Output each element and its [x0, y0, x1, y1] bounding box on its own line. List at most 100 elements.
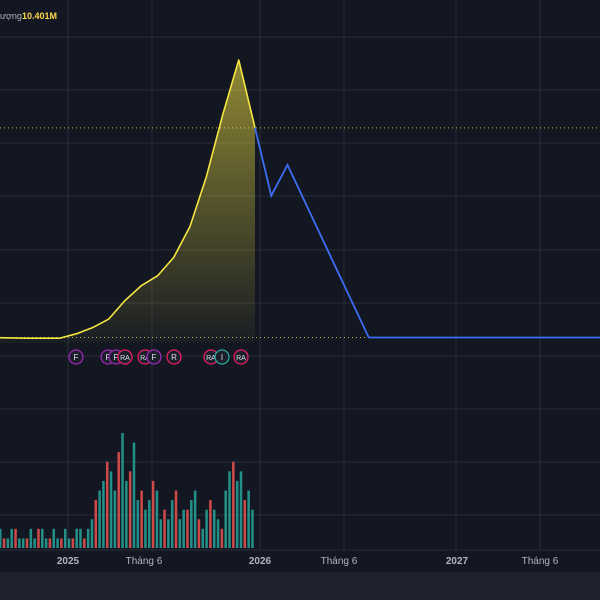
volume-bar	[220, 528, 224, 548]
volume-bar	[18, 538, 21, 548]
volume-bar	[155, 490, 159, 548]
volume-bar	[174, 490, 178, 548]
volume-bar	[136, 500, 140, 548]
volume-bar	[186, 509, 189, 548]
volume-bar	[235, 480, 239, 548]
event-marker-label: F	[106, 353, 111, 362]
reference-lines	[0, 127, 600, 339]
volume-bar	[86, 528, 90, 548]
volume-bar	[205, 509, 208, 548]
volume-bar	[121, 433, 124, 548]
volume-legend: ượng10.401M	[0, 11, 57, 21]
volume-bar	[37, 528, 40, 548]
x-tick-label: 2025	[57, 556, 80, 567]
volume-bar	[79, 528, 82, 548]
volume-bar	[251, 509, 254, 548]
price-line	[0, 59, 256, 339]
volume-bar	[25, 538, 29, 548]
volume-bar	[151, 480, 155, 548]
x-tick-label: 2027	[446, 556, 469, 567]
event-marker-label: F	[152, 353, 157, 362]
event-marker	[166, 349, 182, 365]
volume-bar	[90, 519, 94, 548]
volume-bar	[98, 490, 101, 548]
volume-bar	[14, 528, 17, 548]
event-marker	[214, 349, 230, 365]
volume-bar	[44, 538, 48, 548]
event-marker-label: RA	[206, 355, 216, 362]
time-scrollbar[interactable]	[0, 572, 600, 600]
event-marker-label: RA	[236, 355, 246, 362]
volume-bar	[21, 538, 25, 548]
event-marker-label: R	[171, 353, 177, 362]
grid-lines	[0, 0, 600, 550]
volume-bar	[75, 528, 78, 548]
volume-bar	[6, 538, 10, 548]
volume-bar	[128, 471, 132, 548]
volume-bar	[105, 461, 109, 548]
volume-bar	[113, 490, 117, 548]
volume-bar	[190, 500, 193, 548]
volume-bar	[144, 509, 147, 548]
price-area-fill	[0, 60, 255, 343]
volume-bar	[148, 500, 151, 548]
volume-bar	[117, 452, 120, 548]
volume-bar	[201, 528, 205, 548]
volume-bar	[102, 480, 105, 548]
event-marker-label: I	[221, 353, 223, 362]
volume-value: 10.401M	[21, 11, 57, 21]
x-axis: 2025 Tháng 6 2026 Tháng 6 2027 Tháng 6	[0, 549, 600, 567]
volume-bar	[239, 471, 243, 548]
volume-bar	[212, 509, 216, 548]
volume-bar	[67, 538, 71, 548]
price-area	[0, 59, 256, 343]
volume-bar	[209, 500, 212, 548]
volume-bar	[33, 538, 36, 548]
volume-bar	[60, 538, 63, 548]
volume-bar	[94, 500, 98, 548]
forecast-line	[254, 127, 600, 339]
volume-bar	[71, 538, 75, 548]
volume-bar	[228, 471, 231, 548]
x-tick-label: Tháng 6	[321, 556, 358, 567]
volume-bar	[224, 490, 227, 548]
volume-bar	[167, 519, 170, 548]
volume-bar	[56, 538, 59, 548]
volume-bar	[83, 538, 86, 548]
volume-label: ượng	[0, 11, 22, 21]
volume-bar	[159, 519, 162, 548]
volume-bar	[243, 500, 247, 548]
volume-bar	[10, 528, 13, 548]
x-tick-label: Tháng 6	[522, 556, 559, 567]
event-marker-label: F	[74, 353, 79, 362]
volume-bar	[232, 461, 235, 548]
volume-bar	[109, 471, 113, 548]
event-markers: F F F RA RA F R RA I RA	[68, 349, 249, 365]
volume-bar	[140, 490, 143, 548]
event-marker	[233, 349, 249, 365]
event-marker-label: RA	[140, 355, 150, 362]
event-marker-label: RA	[120, 355, 130, 362]
event-marker	[117, 349, 133, 365]
event-marker	[68, 349, 84, 365]
volume-bar	[2, 538, 6, 548]
event-marker-label: F	[114, 353, 119, 362]
volume-bar	[29, 528, 33, 548]
volume-bar	[48, 538, 52, 548]
volume-bar	[193, 490, 197, 548]
volume-bar	[170, 500, 174, 548]
volume-bar	[178, 519, 182, 548]
volume-bar	[52, 528, 56, 548]
volume-bar	[63, 528, 67, 548]
volume-bar	[182, 509, 185, 548]
x-tick-label: Tháng 6	[126, 556, 163, 567]
volume-bar	[132, 442, 136, 548]
volume-bars	[0, 433, 254, 548]
volume-bar	[41, 528, 44, 548]
volume-bar	[163, 509, 166, 548]
volume-bar	[0, 528, 2, 548]
volume-bar	[125, 480, 128, 548]
forecast-path	[254, 127, 600, 339]
